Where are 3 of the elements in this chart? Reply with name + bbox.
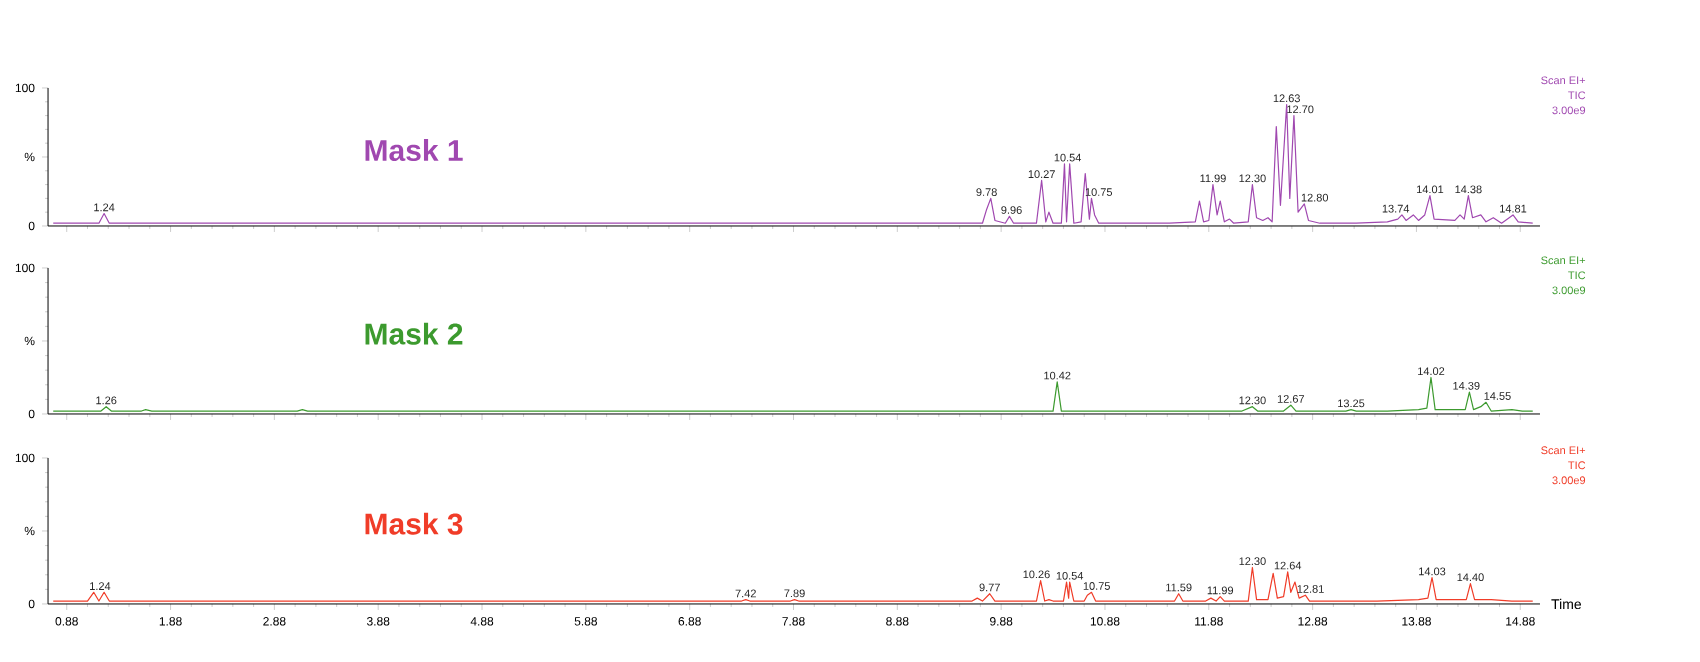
text: Mask 3 <box>365 512 463 535</box>
text: Mask 1 <box>365 139 463 162</box>
text: Mask 2 <box>365 322 463 345</box>
